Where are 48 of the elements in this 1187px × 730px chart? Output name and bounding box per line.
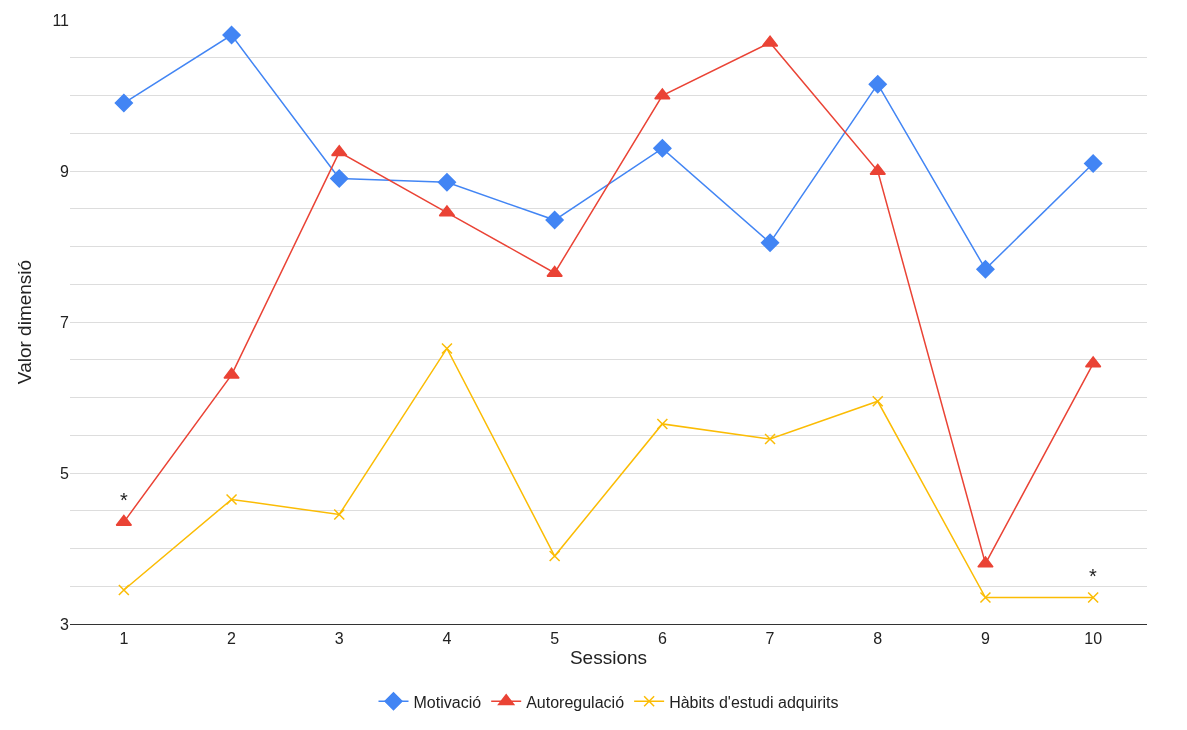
point (1083, 154, 1103, 173)
legend-label: Hàbits d'estudi adquirits (669, 693, 839, 711)
x-tick-label: 9 (981, 630, 990, 648)
point (654, 88, 671, 100)
point (437, 173, 457, 192)
legend-label: Motivació (413, 693, 482, 711)
point (653, 139, 672, 158)
y-tick-label: 5 (60, 464, 70, 482)
x-tick-label: 6 (657, 630, 667, 648)
x-tick-label: 10 (1084, 630, 1103, 648)
x-tick-label: 1 (119, 630, 129, 648)
x-tick-label: 8 (873, 630, 883, 648)
y-tick-label: 3 (60, 615, 70, 633)
y-axis-title: Valor dimensió (14, 259, 36, 385)
point (977, 556, 994, 568)
point (225, 493, 238, 506)
point (979, 591, 992, 604)
point (222, 25, 241, 45)
x-tick-label: 7 (765, 630, 775, 648)
y-tick-label: 11 (52, 11, 70, 29)
point (656, 418, 669, 430)
x-tick-label: 5 (550, 630, 560, 648)
point (764, 433, 776, 445)
y-tick-label: 7 (60, 313, 70, 331)
point (441, 342, 453, 355)
x-tick-label: 2 (227, 630, 237, 648)
x-tick-label: 4 (442, 630, 452, 648)
point (872, 395, 884, 408)
point (548, 550, 561, 562)
annotation: * (1089, 565, 1097, 587)
x-tick-label: 3 (334, 630, 344, 648)
x-axis-title: Sessions (569, 647, 648, 668)
point (114, 93, 134, 113)
point (115, 514, 133, 527)
point (545, 210, 564, 230)
point (330, 144, 348, 157)
point (546, 265, 563, 277)
annotation: * (120, 489, 128, 511)
y-tick-label: 9 (60, 162, 70, 180)
legend-label: Autoregulació (526, 693, 625, 711)
point (868, 74, 887, 94)
point (333, 508, 345, 521)
point (330, 169, 349, 188)
point (1087, 591, 1099, 604)
point (976, 259, 995, 279)
point (118, 584, 130, 596)
point (760, 233, 780, 252)
point (223, 367, 240, 379)
